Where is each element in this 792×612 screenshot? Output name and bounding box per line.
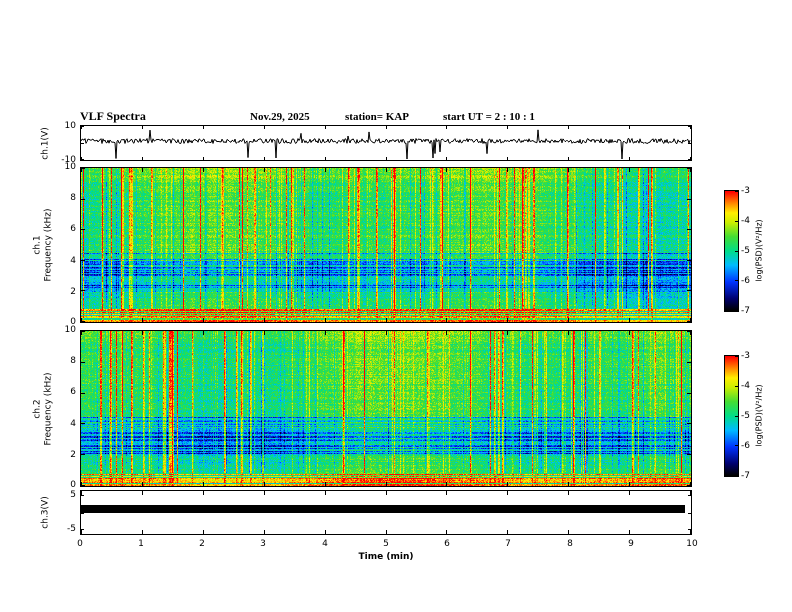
spec2-ytick: 2 (70, 450, 76, 460)
xtick: 1 (138, 539, 144, 549)
xtick: 6 (444, 539, 450, 549)
ch3-waveform-canvas (80, 490, 692, 535)
cb2-tick: -5 (741, 411, 750, 421)
xtick: 3 (260, 539, 266, 549)
ch1v-ytick: -10 (61, 155, 76, 165)
xtick: 4 (322, 539, 328, 549)
cb1-tick: -3 (741, 186, 750, 196)
spec2-ytick: 0 (70, 480, 76, 490)
spec2-ytick: 8 (70, 356, 76, 366)
xtick: 9 (628, 539, 634, 549)
ch1-frequency-axis-label: ch.1 Frequency (kHz) (24, 167, 64, 323)
xtick: 2 (199, 539, 205, 549)
cb1-tick: -7 (741, 306, 750, 316)
spec1-ytick: 6 (70, 224, 76, 234)
ch1-freq-label-text: Frequency (kHz) (44, 208, 54, 282)
xtick: 10 (686, 539, 698, 549)
spec2-ytick: 6 (70, 387, 76, 397)
ch3v-label-text: ch.3(V) (40, 496, 51, 529)
ch3v-ytick: 5 (70, 490, 76, 500)
header-station: station= KAP (345, 111, 410, 123)
ch1v-label-text: ch.1(V) (40, 126, 51, 160)
ch1-spectrogram-canvas (80, 167, 692, 323)
cb1-tick: -6 (741, 276, 750, 286)
cb2-tick: -4 (741, 381, 750, 391)
x-axis-title: Time (min) (358, 552, 414, 562)
xtick: 0 (77, 539, 83, 549)
header-date: Nov.29, 2025 (250, 111, 310, 123)
cb1-tick: -5 (741, 246, 750, 256)
cb2-tick: -3 (741, 351, 750, 361)
cb2-tick: -7 (741, 471, 750, 481)
spec1-ytick: 4 (70, 256, 76, 266)
xtick: 5 (383, 539, 389, 549)
colorbar1-canvas (724, 190, 739, 312)
xtick: 8 (567, 539, 573, 549)
ch3v-ytick: -5 (67, 524, 76, 534)
spec1-ytick: 8 (70, 193, 76, 203)
spec1-ytick: 10 (64, 162, 76, 172)
spec1-ytick: 0 (70, 317, 76, 327)
ch1v-ytick: 10 (64, 121, 76, 131)
ch2-spectrogram-canvas (80, 330, 692, 487)
spec2-ytick: 10 (64, 325, 76, 335)
page-title: VLF Spectra (80, 109, 146, 123)
cb1-tick: -4 (741, 216, 750, 226)
ch2-frequency-axis-label: ch.2 Frequency (kHz) (24, 330, 64, 487)
spec2-ytick: 4 (70, 419, 76, 429)
colorbar2-canvas (724, 355, 739, 477)
xtick: 7 (505, 539, 511, 549)
cb2-tick: -6 (741, 441, 750, 451)
spec1-ytick: 2 (70, 287, 76, 297)
ch2-label-text: ch.2 (33, 398, 43, 419)
header-start-ut: start UT = 2 : 10 : 1 (443, 111, 535, 123)
ch1-waveform-canvas (80, 125, 692, 161)
ch2-freq-label-text: Frequency (kHz) (44, 371, 54, 446)
ch1-label-text: ch.1 (33, 235, 43, 255)
